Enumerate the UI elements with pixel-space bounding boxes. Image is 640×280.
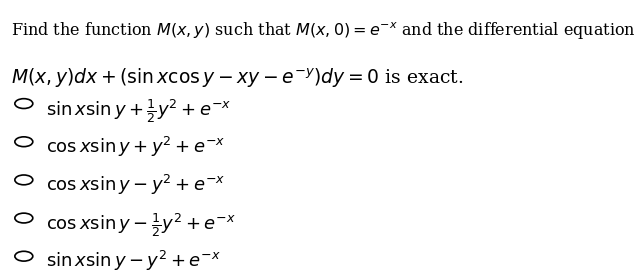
Text: $M(x, y)dx + (\sin x \cos y - xy - e^{-y})dy = 0$ is exact.: $M(x, y)dx + (\sin x \cos y - xy - e^{-y… xyxy=(12,67,464,90)
Text: $\cos x \sin y - \frac{1}{2}y^2 + e^{-x}$: $\cos x \sin y - \frac{1}{2}y^2 + e^{-x}… xyxy=(46,211,236,239)
Text: $\cos x \sin y - y^2 + e^{-x}$: $\cos x \sin y - y^2 + e^{-x}$ xyxy=(46,173,226,197)
Text: Find the function $M(x, y)$ such that $M(x, 0) = e^{-x}$ and the differential eq: Find the function $M(x, y)$ such that $M… xyxy=(12,20,636,41)
Text: $\sin x \sin y - y^2 + e^{-x}$: $\sin x \sin y - y^2 + e^{-x}$ xyxy=(46,249,221,274)
Text: $\cos x \sin y + y^2 + e^{-x}$: $\cos x \sin y + y^2 + e^{-x}$ xyxy=(46,135,226,159)
Text: $\sin x \sin y + \frac{1}{2}y^2 + e^{-x}$: $\sin x \sin y + \frac{1}{2}y^2 + e^{-x}… xyxy=(46,97,232,125)
